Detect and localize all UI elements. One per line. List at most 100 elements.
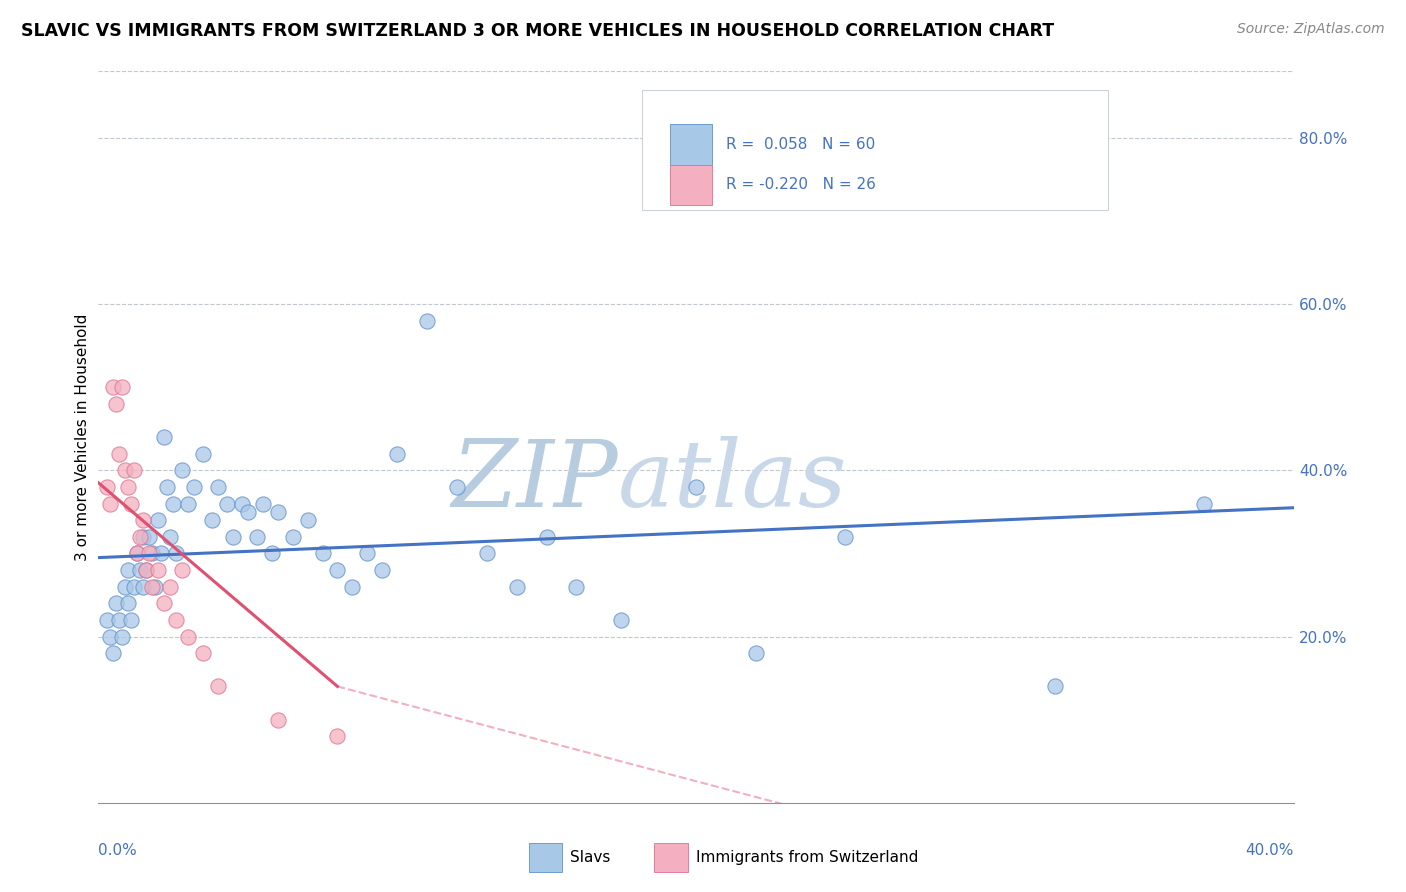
Point [117, 596, 139, 610]
Point [103, 646, 125, 660]
Point [156, 480, 179, 494]
Point [231, 497, 253, 511]
Point [536, 530, 558, 544]
Point [1192, 497, 1215, 511]
Text: R = -0.220   N = 26: R = -0.220 N = 26 [725, 178, 876, 193]
Point [132, 513, 155, 527]
Point [148, 563, 170, 577]
Text: Source: ZipAtlas.com: Source: ZipAtlas.com [1237, 22, 1385, 37]
Point [371, 563, 394, 577]
Point [172, 563, 194, 577]
Point [834, 530, 856, 544]
Point [114, 580, 136, 594]
Point [356, 546, 378, 560]
Text: SLAVIC VS IMMIGRANTS FROM SWITZERLAND 3 OR MORE VEHICLES IN HOUSEHOLD CORRELATIO: SLAVIC VS IMMIGRANTS FROM SWITZERLAND 3 … [21, 22, 1054, 40]
Point [745, 646, 768, 660]
Point [610, 613, 633, 627]
Point [96, 480, 118, 494]
Point [132, 530, 155, 544]
Text: R =  0.058   N = 60: R = 0.058 N = 60 [725, 137, 875, 152]
Point [165, 546, 187, 560]
Point [138, 530, 160, 544]
Point [342, 580, 364, 594]
Point [267, 713, 290, 727]
Point [311, 546, 333, 560]
FancyBboxPatch shape [669, 124, 711, 165]
Text: Immigrants from Switzerland: Immigrants from Switzerland [696, 850, 918, 865]
FancyBboxPatch shape [669, 165, 711, 205]
Point [132, 580, 155, 594]
Point [96, 613, 118, 627]
Point [124, 463, 146, 477]
Point [103, 380, 125, 394]
Point [98, 497, 122, 511]
Point [129, 530, 152, 544]
Text: 40.0%: 40.0% [1246, 843, 1294, 858]
Point [159, 530, 181, 544]
Point [111, 630, 134, 644]
Point [267, 505, 290, 519]
Point [143, 580, 166, 594]
Point [385, 447, 409, 461]
Point [120, 613, 142, 627]
Text: ZIP: ZIP [451, 436, 619, 526]
Point [105, 397, 128, 411]
Point [120, 497, 142, 511]
Point [172, 463, 194, 477]
Point [98, 630, 122, 644]
Point [117, 480, 139, 494]
Point [565, 580, 588, 594]
Y-axis label: 3 or more Vehicles in Household: 3 or more Vehicles in Household [75, 313, 90, 561]
Point [177, 497, 200, 511]
Text: Slavs: Slavs [571, 850, 610, 865]
Point [153, 596, 176, 610]
Point [153, 430, 176, 444]
Point [281, 530, 304, 544]
Point [108, 613, 131, 627]
Point [135, 563, 157, 577]
Point [416, 314, 439, 328]
Point [215, 497, 238, 511]
Point [165, 613, 187, 627]
Point [326, 729, 349, 743]
Point [252, 497, 274, 511]
Point [124, 580, 146, 594]
Point [236, 505, 259, 519]
Point [127, 546, 149, 560]
Point [135, 563, 157, 577]
Point [1043, 680, 1066, 694]
Point [150, 546, 173, 560]
FancyBboxPatch shape [529, 843, 562, 872]
Text: 0.0%: 0.0% [98, 843, 138, 858]
Point [297, 513, 319, 527]
Point [446, 480, 468, 494]
Point [108, 447, 131, 461]
Point [105, 596, 128, 610]
Point [201, 513, 224, 527]
Point [685, 480, 707, 494]
Point [141, 580, 163, 594]
Point [138, 546, 160, 560]
Point [475, 546, 498, 560]
Point [260, 546, 283, 560]
Point [127, 546, 149, 560]
Point [191, 447, 214, 461]
Point [114, 463, 136, 477]
Text: atlas: atlas [619, 436, 848, 526]
Point [159, 580, 181, 594]
Point [162, 497, 184, 511]
Point [207, 680, 229, 694]
Point [141, 546, 163, 560]
Point [207, 480, 229, 494]
Point [183, 480, 205, 494]
Point [117, 563, 139, 577]
Point [246, 530, 269, 544]
Point [148, 513, 170, 527]
FancyBboxPatch shape [643, 90, 1108, 211]
FancyBboxPatch shape [654, 843, 688, 872]
Point [177, 630, 200, 644]
Point [506, 580, 529, 594]
Point [222, 530, 245, 544]
Point [191, 646, 214, 660]
Point [326, 563, 349, 577]
